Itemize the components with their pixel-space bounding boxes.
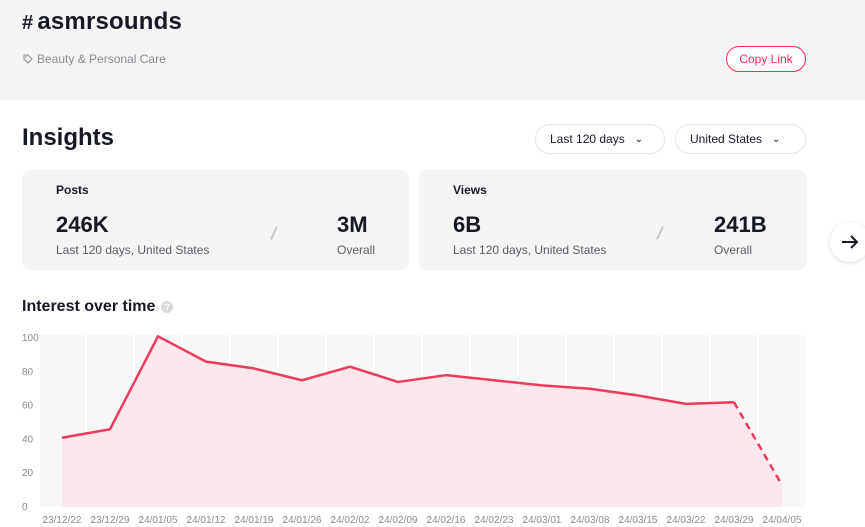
x-tick-label: 24/03/01 [523,515,562,526]
x-tick-label: 24/02/02 [331,515,370,526]
y-tick-label: 60 [22,401,34,412]
tag-icon [23,54,33,64]
period-value: Last 120 days [550,132,625,146]
x-tick-label: 24/01/12 [187,515,226,526]
views-recent-caption: Last 120 days, United States [453,243,607,257]
interest-title-text: Interest over time [22,298,156,315]
x-tick-label: 24/02/16 [427,515,466,526]
insights-title: Insights [22,124,115,151]
hashtag-name: asmrsounds [37,8,183,35]
x-tick-label: 24/03/29 [715,515,754,526]
views-label: Views [453,183,487,197]
divider [270,226,278,240]
posts-recent-value: 246K [56,212,109,237]
views-recent-value: 6B [453,212,482,237]
next-arrow-button[interactable] [830,222,865,262]
hashtag-title: # asmrsounds [22,8,182,36]
x-tick-label: 24/02/09 [379,515,418,526]
y-tick-label: 20 [22,468,34,479]
y-tick-label: 40 [22,434,34,445]
x-tick-label: 24/04/05 [763,515,802,526]
x-tick-label: 23/12/29 [91,515,130,526]
views-card: Views 6B Last 120 days, United States 24… [419,170,807,270]
series-line [61,335,735,439]
interest-title: Interest over time ? [22,298,174,316]
hashtag-header: # asmrsounds Beauty & Personal Care Copy … [0,0,865,100]
period-dropdown[interactable]: Last 120 days ⌄ [535,124,665,154]
views-overall-value: 241B [714,212,767,237]
arrow-right-icon [842,235,859,249]
posts-overall-value: 3M [337,212,368,237]
x-tick-label: 24/03/15 [619,515,658,526]
x-tick-label: 24/03/08 [571,515,610,526]
x-tick-label: 24/02/23 [475,515,514,526]
posts-overall-caption: Overall [337,243,376,257]
x-tick-label: 24/03/22 [667,515,706,526]
views-overall-caption: Overall [714,243,753,257]
y-tick-label: 100 [22,333,39,344]
x-tick-label: 23/12/22 [43,515,82,526]
area-fill [62,336,782,507]
info-icon[interactable]: ? [161,301,174,313]
series-line-dashed [732,401,784,486]
x-tick-label: 24/01/19 [235,515,274,526]
country-dropdown[interactable]: United States ⌄ [675,124,806,154]
interest-chart: 0 20 40 60 80 100 23/12/22 23/12/29 24/01/05 24/0… [22,333,807,526]
posts-recent-caption: Last 120 days, United States [56,243,210,257]
posts-card: Posts 246K Last 120 days, United States … [22,170,409,270]
x-tick-label: 24/01/05 [139,515,178,526]
category-label: Beauty & Personal Care [37,52,166,66]
y-tick-label: 0 [22,502,28,513]
country-value: United States [690,132,763,146]
divider [656,226,664,240]
chevron-down-icon: ⌄ [772,133,781,145]
chevron-down-icon: ⌄ [634,133,644,145]
category-tag: Beauty & Personal Care [23,52,166,66]
copy-link-button[interactable]: Copy Link [726,46,806,72]
x-tick-label: 24/01/26 [283,515,322,526]
y-tick-label: 80 [22,367,34,378]
posts-label: Posts [56,183,89,197]
hash-symbol: # [22,12,34,34]
